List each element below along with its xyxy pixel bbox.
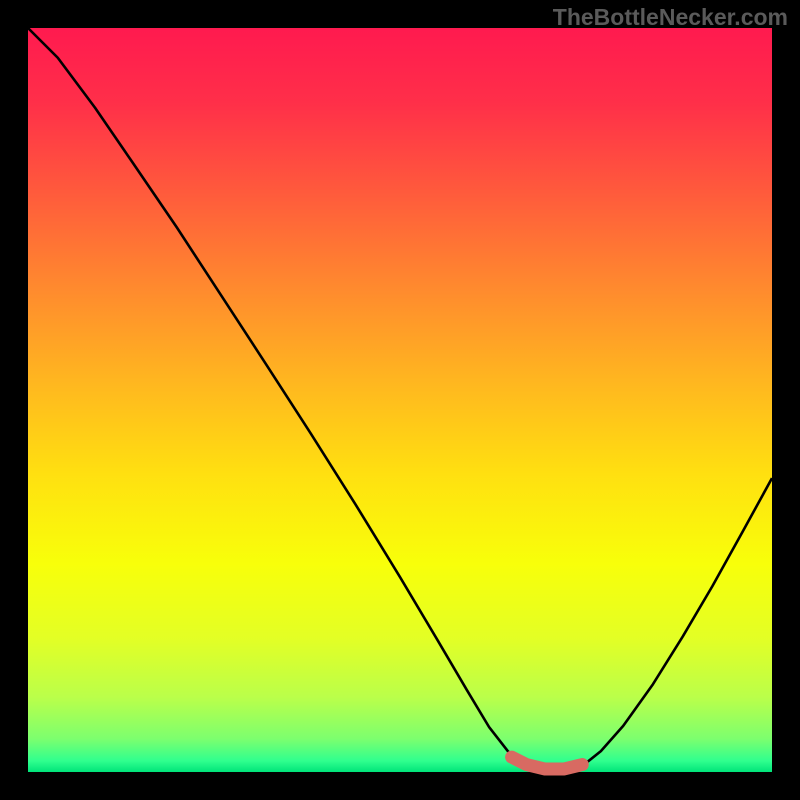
bottleneck-curve <box>28 28 772 771</box>
chart-container: TheBottleNecker.com <box>0 0 800 800</box>
curve-overlay <box>0 0 800 800</box>
optimal-range-marker <box>512 757 583 769</box>
watermark-text: TheBottleNecker.com <box>553 4 788 31</box>
